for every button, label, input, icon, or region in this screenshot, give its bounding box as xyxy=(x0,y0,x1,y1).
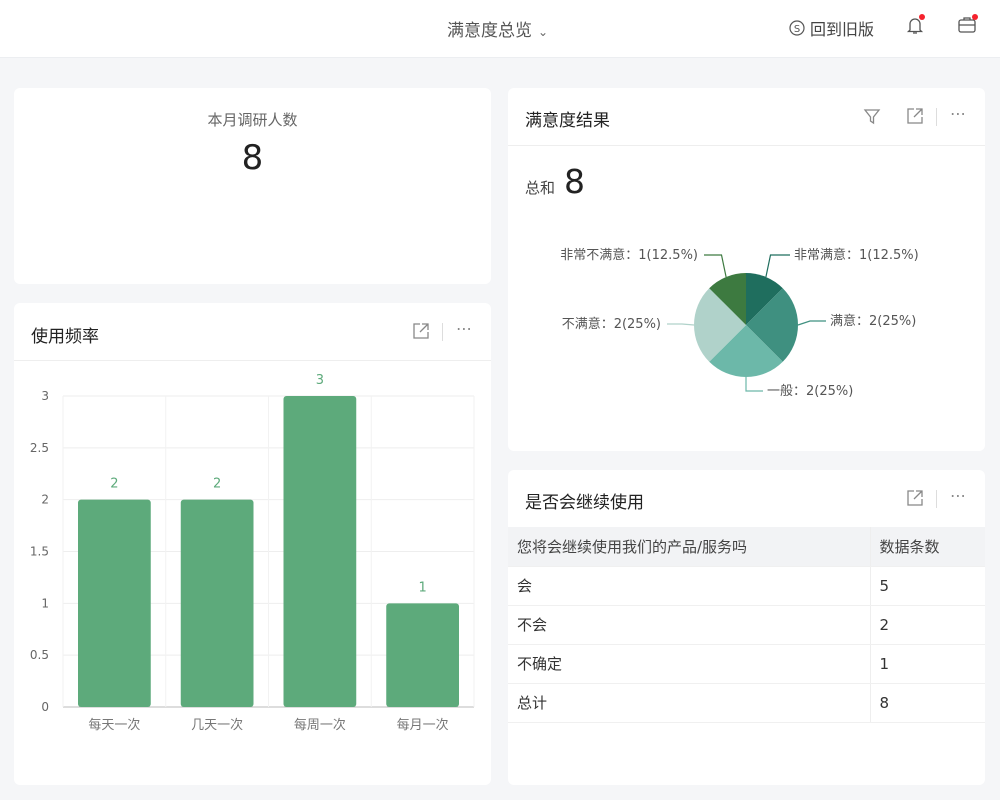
top-bar: 满意度总览 ⌄ S 回到旧版 xyxy=(0,0,1000,58)
bar[interactable] xyxy=(386,603,459,707)
expand-icon[interactable] xyxy=(906,107,924,125)
cell: 5 xyxy=(869,566,985,606)
leader-line xyxy=(745,377,763,392)
leader-line xyxy=(797,320,826,326)
cell: 不确定 xyxy=(508,644,870,684)
data-label: 1 xyxy=(418,580,426,595)
notification-dot xyxy=(972,14,978,20)
slice-label: 满意：2(25%) xyxy=(830,313,916,329)
leader-line xyxy=(765,254,790,278)
y-tick-label: 2.5 xyxy=(30,441,49,455)
y-tick-label: 3 xyxy=(41,389,49,403)
chevron-down-icon: ⌄ xyxy=(538,25,549,39)
filter-icon[interactable] xyxy=(863,108,881,126)
x-tick-label: 每月一次 xyxy=(397,717,449,733)
notification-dot xyxy=(919,14,925,20)
total-label: 总和 xyxy=(525,179,556,197)
card-title: 满意度结果 xyxy=(525,111,610,131)
table-header: 您将会继续使用我们的产品/服务吗 数据条数 xyxy=(508,527,985,567)
cell: 总计 xyxy=(508,683,870,723)
slice-label: 非常满意：1(12.5%) xyxy=(794,247,919,263)
pie-slice[interactable] xyxy=(746,288,798,362)
pie-slice[interactable] xyxy=(709,273,746,325)
dashboard-title: 满意度总览 xyxy=(447,21,532,41)
data-label: 3 xyxy=(316,373,324,388)
expand-icon[interactable] xyxy=(906,489,924,507)
bar-chart: 0 0.5 1 1.5 2 2.5 3 2 每天一次 2 几天一次 3 每周一次 1 每月一次 xyxy=(30,373,475,733)
leader-line xyxy=(667,323,695,326)
pie-slice[interactable] xyxy=(694,288,746,362)
y-tick-label: 1 xyxy=(41,596,49,610)
data-label: 2 xyxy=(110,477,118,492)
pie-slice[interactable] xyxy=(709,325,783,378)
y-tick-label: 1.5 xyxy=(30,545,49,559)
table-row: 总计 8 xyxy=(508,683,985,723)
more-icon[interactable]: ⋯ xyxy=(950,104,966,123)
usage-card: 使用频率 ⋯ 0 0.5 1 1.5 2 2.5 3 2 每天一次 2 几天一次 3 每周一次 1 每月一次 xyxy=(14,303,491,785)
column-header: 数据条数 xyxy=(869,527,985,567)
x-tick-label: 几天一次 xyxy=(191,717,243,733)
pie-slice[interactable] xyxy=(746,273,783,325)
bar[interactable] xyxy=(180,499,254,707)
slice-label: 一般：2(25%) xyxy=(767,383,853,399)
svg-text:S: S xyxy=(794,24,800,35)
cell: 8 xyxy=(869,683,985,723)
leader-line xyxy=(704,254,727,278)
bar[interactable] xyxy=(78,499,151,707)
y-tick-label: 0 xyxy=(41,700,49,714)
cell: 1 xyxy=(869,644,985,684)
kpi-card: 本月调研人数 8 xyxy=(14,88,491,284)
cell: 不会 xyxy=(508,605,870,645)
y-tick-label: 0.5 xyxy=(30,648,49,662)
back-to-old-version-button[interactable]: S 回到旧版 xyxy=(789,16,874,40)
kpi-label: 本月调研人数 xyxy=(207,111,298,129)
table-row: 不会 2 xyxy=(508,605,985,645)
x-tick-label: 每周一次 xyxy=(294,717,346,733)
kpi-value: 8 xyxy=(241,138,264,178)
y-tick-label: 2 xyxy=(41,493,49,507)
expand-icon[interactable] xyxy=(412,322,430,340)
card-title: 使用频率 xyxy=(31,327,99,347)
slice-label: 非常不满意：1(12.5%) xyxy=(560,247,698,263)
data-label: 2 xyxy=(213,477,221,492)
bar[interactable] xyxy=(283,396,357,707)
briefcase-icon[interactable] xyxy=(957,16,977,34)
switch-icon: S xyxy=(789,20,805,36)
dashboard-title-dropdown[interactable]: 满意度总览 ⌄ xyxy=(447,16,548,41)
card-title: 是否会继续使用 xyxy=(525,493,644,513)
bell-icon[interactable] xyxy=(906,16,924,36)
more-icon[interactable]: ⋯ xyxy=(456,319,472,338)
cell: 会 xyxy=(508,566,870,606)
satisfaction-card: 满意度结果 ⋯ 总和 8 非常满意：1(12.5%) 满意：2(25%) 一般：2(… xyxy=(508,88,985,451)
total-value: 8 xyxy=(564,162,585,201)
slice-label: 不满意：2(25%) xyxy=(562,316,661,332)
back-label: 回到旧版 xyxy=(810,20,875,39)
pie-chart: 非常满意：1(12.5%) 满意：2(25%) 一般：2(25%) 不满意：2(25%… xyxy=(560,247,919,399)
cell: 2 xyxy=(869,605,985,645)
column-header: 您将会继续使用我们的产品/服务吗 xyxy=(508,527,870,567)
table-row: 不确定 1 xyxy=(508,644,985,684)
more-icon[interactable]: ⋯ xyxy=(950,486,966,505)
x-tick-label: 每天一次 xyxy=(88,717,140,733)
